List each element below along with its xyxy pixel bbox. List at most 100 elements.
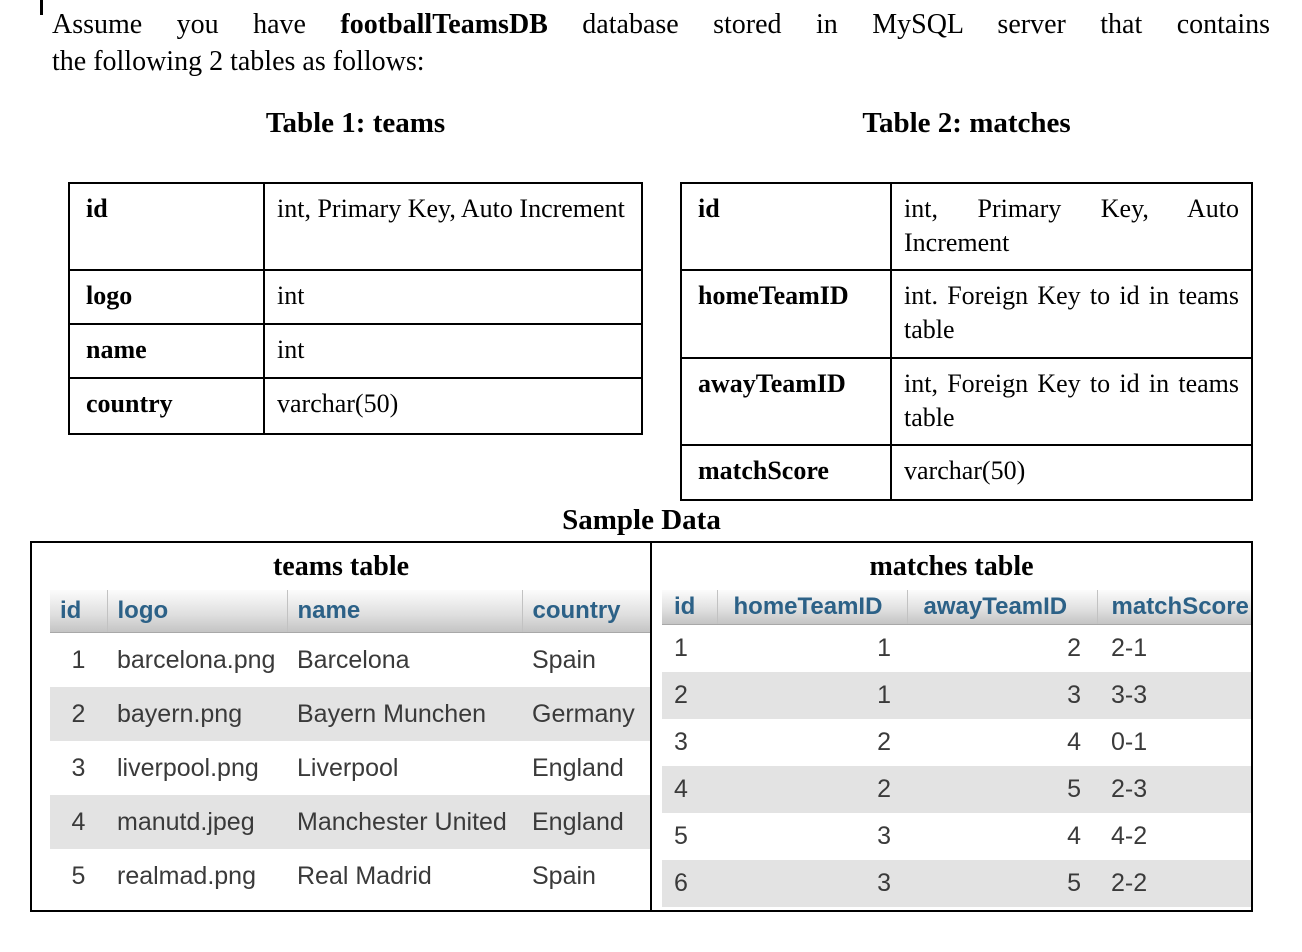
field-type-cell: int, Primary Key, Auto Increment [890, 182, 1253, 271]
cell-id: 5 [674, 822, 688, 850]
field-type-cell: varchar(50) [263, 377, 643, 435]
cell-awayteamid: 5 [907, 859, 1097, 907]
table1-title: Table 1: teams [265, 107, 446, 139]
teams-sample-table: id logo name country 1 barcelona.png Bar… [50, 590, 650, 903]
schema-row: matchScore varchar(50) [680, 444, 1253, 501]
teams-sample-section: teams table id logo name country 1 [32, 543, 652, 910]
cell-matchscore: 3-3 [1097, 671, 1251, 719]
cell-id: 1 [71, 646, 86, 674]
intro-paragraph: Assume you have footballTeamsDB database… [52, 6, 1270, 80]
field-type-cell: int [263, 323, 643, 379]
cell-logo: liverpool.png [117, 754, 259, 782]
intro-line-2: the following 2 tables as follows: [52, 46, 425, 77]
matches-sample-table: id homeTeamID awayTeamID matchScore 1 1 … [662, 590, 1251, 907]
cell-id: 3 [674, 728, 688, 756]
intro-line-1: Assume you have footballTeamsDB database… [52, 6, 1270, 43]
teams-row: 5 realmad.png Real Madrid Spain [50, 849, 650, 903]
table2-title: Table 2: matches [862, 107, 1071, 139]
cell-awayteamid: 4 [1067, 728, 1081, 756]
column-header-id: id [662, 590, 718, 625]
column-header-matchscore: matchScore [1097, 590, 1251, 625]
cell-name: Manchester United [287, 795, 522, 849]
cell-logo: barcelona.png [117, 646, 276, 674]
cell-id: 2 [50, 687, 107, 741]
cell-country: England [522, 795, 650, 849]
field-type-cell: int. Foreign Key to id in teams table [890, 269, 1253, 359]
matches-header-row: id homeTeamID awayTeamID matchScore [662, 590, 1251, 625]
cell-id: 3 [71, 754, 86, 782]
matches-sample-section: matches table id homeTeamID awayTeamID m… [652, 543, 1251, 910]
cell-country: England [532, 754, 624, 782]
field-name-cell: name [68, 323, 265, 379]
column-header-name: name [287, 590, 523, 633]
cell-awayteamid: 3 [907, 671, 1097, 719]
schema-row: name int [68, 323, 643, 379]
field-name-cell: logo [68, 269, 265, 325]
cell-id: 2 [662, 671, 717, 719]
cell-hometeamid: 1 [877, 634, 891, 663]
matches-table-title: matches table [869, 551, 1034, 582]
matches-row: 6 3 5 2-2 [662, 859, 1251, 907]
cell-name: Liverpool [297, 754, 399, 782]
teams-row: 1 barcelona.png Barcelona Spain [50, 633, 650, 688]
stray-mark [40, 0, 43, 15]
cell-id: 4 [50, 795, 107, 849]
sample-data-title: Sample Data [562, 504, 721, 536]
cell-logo: bayern.png [107, 687, 287, 741]
matches-row: 4 2 5 2-3 [662, 765, 1251, 813]
cell-matchscore: 0-1 [1111, 728, 1148, 756]
cell-awayteamid: 4 [1067, 822, 1081, 850]
db-name: footballTeamsDB [340, 9, 548, 40]
field-name-cell: awayTeamID [680, 357, 892, 446]
column-header-id: id [50, 590, 108, 633]
matches-row: 2 1 3 3-3 [662, 671, 1251, 719]
field-name-cell: matchScore [680, 444, 892, 501]
teams-row: 4 manutd.jpeg Manchester United England [50, 795, 650, 849]
cell-hometeamid: 3 [717, 859, 907, 907]
cell-hometeamid: 2 [717, 765, 907, 813]
field-name-cell: homeTeamID [680, 269, 892, 359]
cell-id: 4 [662, 765, 717, 813]
intro-text-prefix: Assume you have [52, 9, 341, 40]
cell-awayteamid: 2 [1067, 634, 1081, 663]
cell-country: Spain [532, 646, 596, 674]
matches-row: 5 3 4 4-2 [662, 813, 1251, 860]
column-header-logo: logo [107, 590, 288, 633]
teams-table-title: teams table [272, 551, 410, 582]
field-name-cell: id [680, 182, 892, 271]
field-type-cell: int, Foreign Key to id in teams table [890, 357, 1253, 446]
cell-country: Spain [532, 862, 596, 890]
cell-id: 6 [662, 859, 717, 907]
cell-hometeamid: 2 [877, 728, 891, 756]
cell-awayteamid: 5 [907, 765, 1097, 813]
schema-row: logo int [68, 269, 643, 325]
schema-row: country varchar(50) [68, 377, 643, 435]
cell-matchscore: 2-2 [1097, 859, 1251, 907]
cell-matchscore: 4-2 [1111, 822, 1148, 850]
matches-row: 1 1 2 2-1 [662, 625, 1251, 672]
sample-data-panel: teams table id logo name country 1 [30, 541, 1253, 912]
field-name-cell: country [68, 377, 265, 435]
cell-logo: manutd.jpeg [107, 795, 287, 849]
schema-row: id int, Primary Key, Auto Increment [68, 182, 643, 271]
cell-matchscore: 2-3 [1097, 765, 1251, 813]
cell-matchscore: 2-1 [1111, 634, 1148, 663]
intro-text-rest: database stored in MySQL server that con… [547, 9, 1271, 40]
schema-row: id int, Primary Key, Auto Increment [680, 182, 1253, 271]
cell-hometeamid: 3 [877, 822, 891, 850]
column-header-hometeamid: homeTeamID [717, 590, 908, 625]
schema-row: awayTeamID int, Foreign Key to id in tea… [680, 357, 1253, 446]
matches-schema-table: id int, Primary Key, Auto Increment home… [680, 182, 1253, 501]
teams-row: 3 liverpool.png Liverpool England [50, 741, 650, 795]
teams-row: 2 bayern.png Bayern Munchen Germany [50, 687, 650, 741]
field-name-cell: id [68, 182, 265, 271]
teams-header-row: id logo name country [50, 590, 650, 633]
cell-country: Germany [522, 687, 650, 741]
field-type-cell: int [263, 269, 643, 325]
cell-name: Bayern Munchen [287, 687, 522, 741]
cell-hometeamid: 1 [717, 671, 907, 719]
cell-logo: realmad.png [117, 862, 256, 890]
cell-id: 5 [71, 862, 86, 890]
field-type-cell: int, Primary Key, Auto Increment [263, 182, 643, 271]
